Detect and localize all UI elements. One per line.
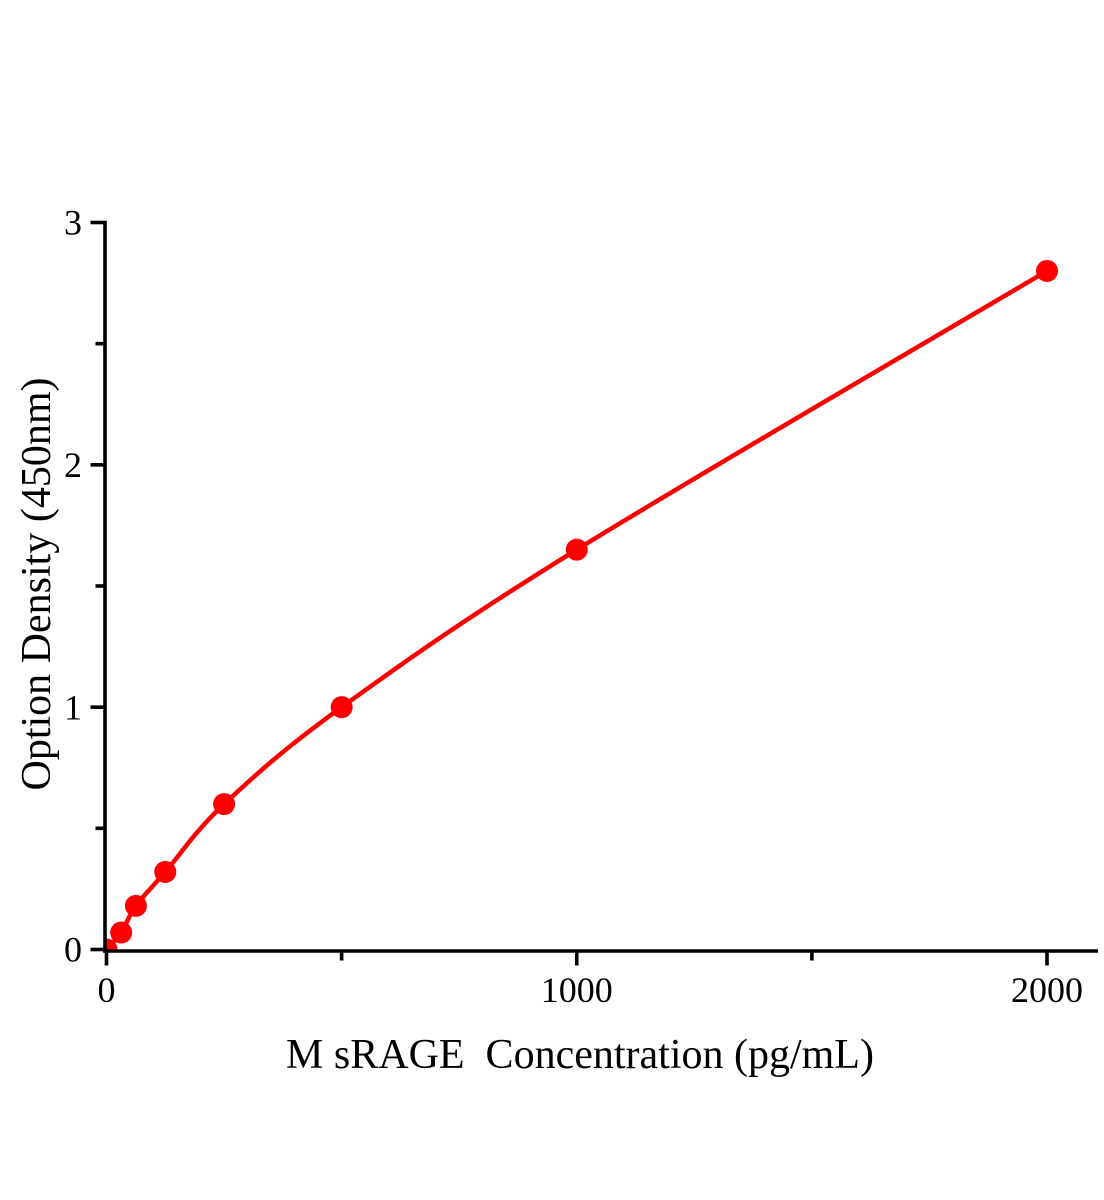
data-point-marker [110, 921, 133, 944]
axes [90, 220, 1098, 966]
data-point-marker [1036, 259, 1058, 282]
x-tick-label: 0 [98, 970, 116, 1010]
y-tick-label: 2 [64, 445, 82, 485]
y-axis-title: Option Density (450nm) [14, 378, 60, 791]
curve-line [105, 269, 1049, 952]
data-point-marker [213, 793, 236, 816]
series-0 [105, 259, 1058, 952]
data-point-marker [565, 538, 588, 561]
x-tick-label: 1000 [541, 970, 613, 1010]
plot-area: 0 1000 2000 0 1 2 3 [64, 203, 1098, 1010]
data-point-marker [330, 696, 353, 719]
x-tick-label: 2000 [1011, 970, 1083, 1010]
y-tick-label: 1 [64, 687, 82, 727]
x-axis-title: M sRAGE Concentration (pg/mL) [286, 1032, 874, 1078]
data-point-marker [154, 860, 177, 883]
y-tick-label: 0 [64, 930, 82, 970]
y-tick-label: 3 [64, 203, 82, 243]
data-point-marker [124, 894, 147, 917]
data-point-marker [105, 938, 118, 952]
tick-labels: 0 1000 2000 0 1 2 3 [64, 203, 1083, 1010]
